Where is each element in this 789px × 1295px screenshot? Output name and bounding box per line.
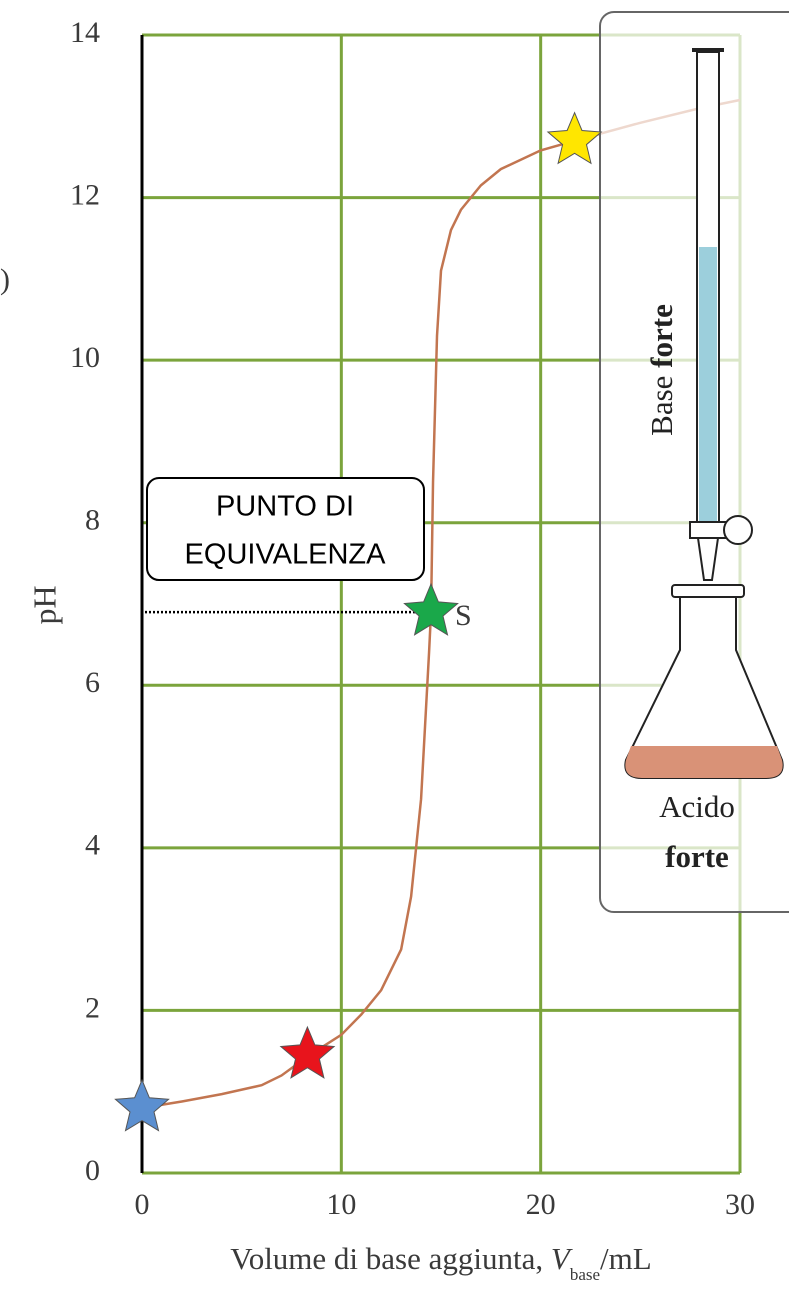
y-tick-label: 10 xyxy=(70,341,100,374)
burette-liquid xyxy=(699,247,717,522)
flask-rim xyxy=(672,585,744,597)
fragment: ) xyxy=(0,263,10,296)
flask-liquid xyxy=(625,746,782,778)
x-label-text: Volume di base aggiunta, xyxy=(230,1241,551,1276)
stopcock xyxy=(690,522,726,538)
y-tick-label: 0 xyxy=(85,1154,100,1187)
burette-label-text: Base xyxy=(644,368,679,436)
flask-label-bold: forte xyxy=(665,839,729,874)
x-tick-label: 10 xyxy=(326,1188,356,1221)
flask-label: Acido xyxy=(659,789,735,824)
chart: ) pH Volume di base aggiunta, Vbase/mL 0… xyxy=(0,0,789,1295)
x-tick-label: 20 xyxy=(526,1188,556,1221)
stopcock-handle xyxy=(724,516,752,544)
y-tick-label: 2 xyxy=(85,991,100,1024)
y-tick-label: 6 xyxy=(85,666,100,699)
star-marker xyxy=(548,113,601,164)
y-tick-label: 8 xyxy=(85,504,100,537)
inset: Base forte Acido forte xyxy=(600,12,789,912)
annotation-line: EQUIVALENZA xyxy=(185,539,387,571)
y-tick-label: 4 xyxy=(85,829,100,862)
x-label-subscript: base xyxy=(570,1265,600,1284)
x-tick-label: 0 xyxy=(135,1188,150,1221)
y-axis-label: pH xyxy=(26,585,62,624)
annotation-line: PUNTO DI xyxy=(216,491,354,523)
y-tick-label: 14 xyxy=(70,16,100,49)
x-tick-label: 30 xyxy=(725,1188,755,1221)
x-axis-label: Volume di base aggiunta, Vbase/mL xyxy=(230,1241,651,1284)
burette-label-bold: forte xyxy=(644,304,679,368)
x-label-unit: /mL xyxy=(600,1241,652,1276)
burette-label: Base forte xyxy=(644,304,679,436)
y-tick-label: 12 xyxy=(70,178,100,211)
